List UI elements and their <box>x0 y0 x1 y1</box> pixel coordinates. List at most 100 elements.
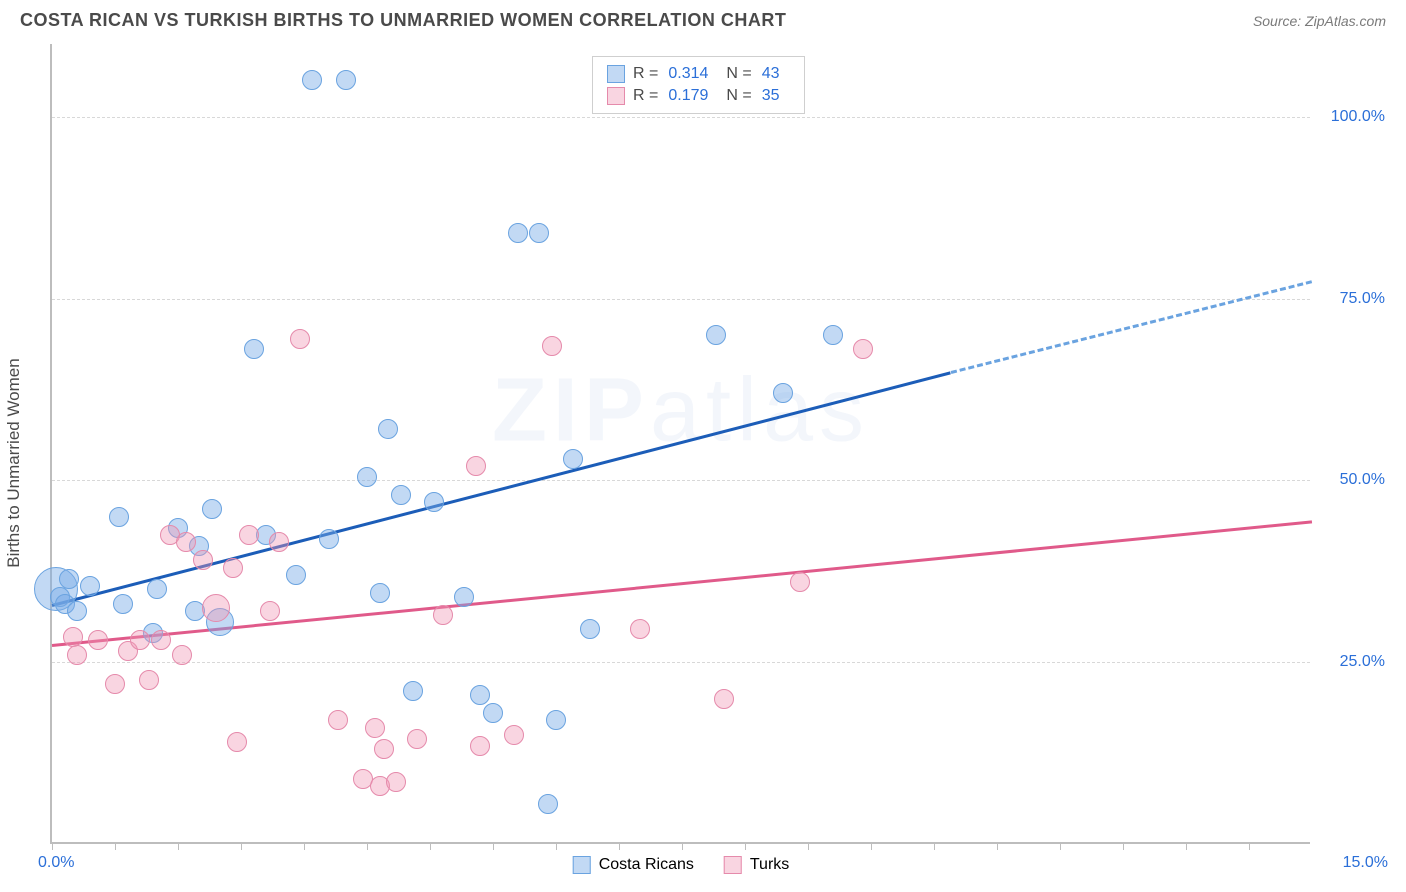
data-point <box>823 325 843 345</box>
x-tick <box>115 842 116 850</box>
x-tick <box>1123 842 1124 850</box>
data-point <box>139 670 159 690</box>
data-point <box>466 456 486 476</box>
r-label: R = <box>633 87 658 105</box>
data-point <box>370 583 390 603</box>
data-point <box>386 772 406 792</box>
data-point <box>508 223 528 243</box>
data-point <box>286 565 306 585</box>
data-point <box>80 576 100 596</box>
data-point <box>483 703 503 723</box>
legend-label: Turks <box>750 856 789 874</box>
r-label: R = <box>633 65 658 83</box>
stats-legend-row: R =0.314N =43 <box>607 63 790 85</box>
legend-item: Turks <box>724 856 789 874</box>
data-point <box>853 339 873 359</box>
data-point <box>302 70 322 90</box>
data-point <box>403 681 423 701</box>
x-tick <box>304 842 305 850</box>
data-point <box>113 594 133 614</box>
x-tick <box>871 842 872 850</box>
data-point <box>172 645 192 665</box>
data-point <box>546 710 566 730</box>
x-tick <box>808 842 809 850</box>
data-point <box>374 739 394 759</box>
stats-legend-row: R = 0.179 N = 35 <box>607 85 790 107</box>
data-point <box>151 630 171 650</box>
data-point <box>193 550 213 570</box>
data-point <box>790 572 810 592</box>
x-tick <box>1060 842 1061 850</box>
data-point <box>130 630 150 650</box>
x-tick <box>934 842 935 850</box>
legend-item: Costa Ricans <box>573 856 694 874</box>
data-point <box>504 725 524 745</box>
gridline <box>52 480 1310 481</box>
data-point <box>176 532 196 552</box>
data-point <box>563 449 583 469</box>
x-tick <box>241 842 242 850</box>
data-point <box>542 336 562 356</box>
r-value: 0.179 <box>668 87 708 105</box>
r-value: 0.314 <box>668 65 708 83</box>
source-prefix: Source: <box>1253 13 1305 29</box>
data-point <box>714 689 734 709</box>
data-point <box>63 627 83 647</box>
chart-container: Births to Unmarried Women ZIPatlas R =0.… <box>50 44 1396 882</box>
x-tick <box>1186 842 1187 850</box>
y-tick-label: 50.0% <box>1315 471 1385 489</box>
x-tick <box>997 842 998 850</box>
data-point <box>391 485 411 505</box>
data-point <box>538 794 558 814</box>
data-point <box>67 601 87 621</box>
data-point <box>470 685 490 705</box>
data-point <box>454 587 474 607</box>
data-point <box>88 630 108 650</box>
y-tick-label: 25.0% <box>1315 653 1385 671</box>
x-tick <box>52 842 53 850</box>
y-axis-title: Births to Unmarried Women <box>4 358 24 567</box>
y-tick-label: 100.0% <box>1315 108 1385 126</box>
data-point <box>319 529 339 549</box>
gridline <box>52 299 1310 300</box>
data-point <box>67 645 87 665</box>
data-point <box>378 419 398 439</box>
series-legend: Costa Ricans Turks <box>573 856 790 874</box>
legend-swatch <box>724 856 742 874</box>
n-label: N = <box>726 87 751 105</box>
n-value: 35 <box>762 87 780 105</box>
data-point <box>260 601 280 621</box>
legend-label: Costa Ricans <box>599 856 694 874</box>
x-tick <box>1249 842 1250 850</box>
data-point <box>407 729 427 749</box>
data-point <box>290 329 310 349</box>
data-point <box>357 467 377 487</box>
data-point <box>109 507 129 527</box>
legend-swatch <box>607 87 625 105</box>
x-tick <box>556 842 557 850</box>
data-point <box>706 325 726 345</box>
source-name: ZipAtlas.com <box>1305 13 1386 29</box>
chart-title: COSTA RICAN VS TURKISH BIRTHS TO UNMARRI… <box>20 10 786 31</box>
x-axis-max-label: 15.0% <box>1343 854 1388 872</box>
data-point <box>433 605 453 625</box>
data-point <box>202 594 230 622</box>
gridline <box>52 117 1310 118</box>
x-tick <box>745 842 746 850</box>
data-point <box>147 579 167 599</box>
x-tick <box>178 842 179 850</box>
x-tick <box>367 842 368 850</box>
x-tick <box>619 842 620 850</box>
data-point <box>424 492 444 512</box>
trend-line <box>950 280 1312 374</box>
x-tick <box>682 842 683 850</box>
data-point <box>328 710 348 730</box>
watermark: ZIPatlas <box>492 360 870 463</box>
data-point <box>630 619 650 639</box>
data-point <box>244 339 264 359</box>
data-point <box>202 499 222 519</box>
data-point <box>365 718 385 738</box>
data-point <box>580 619 600 639</box>
legend-swatch <box>607 65 625 83</box>
x-axis-min-label: 0.0% <box>38 854 74 872</box>
